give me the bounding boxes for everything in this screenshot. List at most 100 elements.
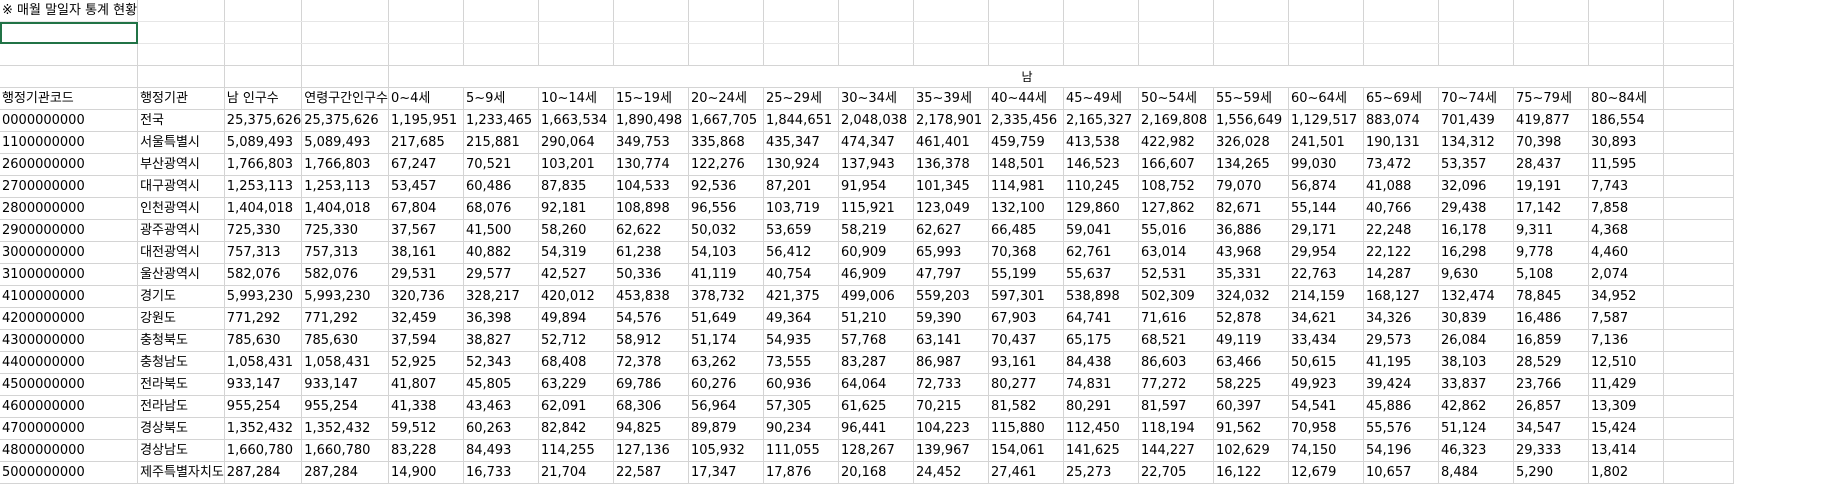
value-cell[interactable]: 63,229 [538, 373, 614, 396]
value-cell[interactable]: 34,326 [1363, 307, 1439, 330]
empty-cell[interactable] [1213, 0, 1289, 22]
value-cell[interactable]: 955,254 [301, 395, 389, 418]
empty-cell[interactable] [538, 43, 614, 66]
value-cell[interactable]: 103,201 [538, 153, 614, 176]
empty-cell[interactable] [388, 43, 464, 66]
value-cell[interactable]: 127,862 [1138, 197, 1214, 220]
region-name-cell[interactable]: 경상북도 [137, 417, 225, 440]
value-cell[interactable]: 27,461 [988, 461, 1064, 484]
empty-cell[interactable] [838, 21, 914, 44]
empty-cell[interactable] [1363, 43, 1439, 66]
value-cell[interactable]: 53,357 [1438, 153, 1514, 176]
empty-cell[interactable] [1138, 21, 1214, 44]
value-cell[interactable]: 933,147 [301, 373, 389, 396]
empty-cell[interactable] [1438, 0, 1514, 22]
value-cell[interactable]: 17,876 [763, 461, 839, 484]
value-cell[interactable]: 37,594 [388, 329, 464, 352]
value-cell[interactable]: 4,460 [1588, 241, 1664, 264]
empty-cell[interactable] [1513, 0, 1589, 22]
value-cell[interactable]: 290,064 [538, 131, 614, 154]
value-cell[interactable]: 582,076 [224, 263, 303, 286]
region-name-cell[interactable]: 인천광역시 [137, 197, 225, 220]
region-name-cell[interactable]: 제주특별자치도 [137, 461, 225, 484]
value-cell[interactable]: 785,630 [301, 329, 389, 352]
value-cell[interactable]: 20,168 [838, 461, 914, 484]
empty-cell[interactable] [913, 0, 989, 22]
value-cell[interactable]: 63,466 [1213, 351, 1289, 374]
value-cell[interactable]: 54,196 [1363, 439, 1439, 462]
value-cell[interactable]: 25,375,626 [301, 109, 389, 132]
column-header[interactable]: 70~74세 [1438, 87, 1514, 110]
region-name-cell[interactable]: 경상남도 [137, 439, 225, 462]
value-cell[interactable]: 40,766 [1363, 197, 1439, 220]
value-cell[interactable]: 413,538 [1063, 131, 1139, 154]
value-cell[interactable]: 51,124 [1438, 417, 1514, 440]
value-cell[interactable]: 54,319 [538, 241, 614, 264]
value-cell[interactable]: 17,347 [688, 461, 764, 484]
value-cell[interactable]: 104,533 [613, 175, 689, 198]
value-cell[interactable]: 58,912 [613, 329, 689, 352]
value-cell[interactable]: 33,434 [1288, 329, 1364, 352]
value-cell[interactable]: 64,064 [838, 373, 914, 396]
empty-cell[interactable] [1663, 175, 1734, 198]
value-cell[interactable]: 5,993,230 [301, 285, 389, 308]
value-cell[interactable]: 68,521 [1138, 329, 1214, 352]
value-cell[interactable]: 38,103 [1438, 351, 1514, 374]
empty-cell[interactable] [988, 43, 1064, 66]
value-cell[interactable]: 132,100 [988, 197, 1064, 220]
value-cell[interactable]: 50,615 [1288, 351, 1364, 374]
empty-cell[interactable] [1063, 43, 1139, 66]
value-cell[interactable]: 29,333 [1513, 439, 1589, 462]
value-cell[interactable]: 74,150 [1288, 439, 1364, 462]
empty-cell[interactable] [988, 0, 1064, 22]
value-cell[interactable]: 12,679 [1288, 461, 1364, 484]
value-cell[interactable]: 139,967 [913, 439, 989, 462]
value-cell[interactable]: 28,437 [1513, 153, 1589, 176]
value-cell[interactable]: 130,924 [763, 153, 839, 176]
value-cell[interactable]: 166,607 [1138, 153, 1214, 176]
value-cell[interactable]: 59,041 [1063, 219, 1139, 242]
value-cell[interactable]: 420,012 [538, 285, 614, 308]
value-cell[interactable]: 7,136 [1588, 329, 1664, 352]
empty-cell[interactable] [1363, 21, 1439, 44]
region-name-cell[interactable]: 전국 [137, 109, 225, 132]
empty-cell[interactable] [763, 0, 839, 22]
value-cell[interactable]: 190,131 [1363, 131, 1439, 154]
value-cell[interactable]: 114,255 [538, 439, 614, 462]
region-code-cell[interactable]: 2800000000 [0, 197, 139, 220]
empty-cell[interactable] [137, 0, 225, 22]
empty-cell[interactable] [301, 65, 389, 88]
value-cell[interactable]: 59,512 [388, 417, 464, 440]
value-cell[interactable]: 108,752 [1138, 175, 1214, 198]
value-cell[interactable]: 68,408 [538, 351, 614, 374]
column-header[interactable]: 35~39세 [913, 87, 989, 110]
value-cell[interactable]: 725,330 [301, 219, 389, 242]
value-cell[interactable]: 54,935 [763, 329, 839, 352]
value-cell[interactable]: 1,890,498 [613, 109, 689, 132]
value-cell[interactable]: 67,903 [988, 307, 1064, 330]
value-cell[interactable]: 43,463 [463, 395, 539, 418]
value-cell[interactable]: 16,859 [1513, 329, 1589, 352]
value-cell[interactable]: 96,556 [688, 197, 764, 220]
value-cell[interactable]: 30,839 [1438, 307, 1514, 330]
value-cell[interactable]: 72,378 [613, 351, 689, 374]
region-code-cell[interactable]: 4300000000 [0, 329, 139, 352]
value-cell[interactable]: 34,621 [1288, 307, 1364, 330]
empty-cell[interactable] [1588, 21, 1664, 44]
value-cell[interactable]: 91,562 [1213, 417, 1289, 440]
empty-cell[interactable] [763, 21, 839, 44]
value-cell[interactable]: 58,260 [538, 219, 614, 242]
value-cell[interactable]: 7,743 [1588, 175, 1664, 198]
value-cell[interactable]: 134,312 [1438, 131, 1514, 154]
value-cell[interactable]: 14,900 [388, 461, 464, 484]
value-cell[interactable]: 5,290 [1513, 461, 1589, 484]
value-cell[interactable]: 87,835 [538, 175, 614, 198]
region-code-cell[interactable]: 5000000000 [0, 461, 139, 484]
value-cell[interactable]: 287,284 [301, 461, 389, 484]
value-cell[interactable]: 83,287 [838, 351, 914, 374]
value-cell[interactable]: 81,597 [1138, 395, 1214, 418]
value-cell[interactable]: 459,759 [988, 131, 1064, 154]
value-cell[interactable]: 538,898 [1063, 285, 1139, 308]
value-cell[interactable]: 49,364 [763, 307, 839, 330]
value-cell[interactable]: 70,437 [988, 329, 1064, 352]
